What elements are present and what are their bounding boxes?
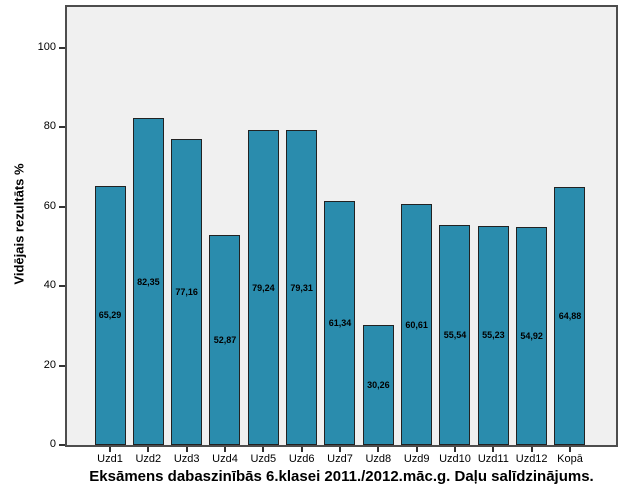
bar: 77,16 xyxy=(171,138,203,445)
y-tick-mark xyxy=(59,205,65,208)
x-tick-mark xyxy=(300,447,303,452)
y-tick-mark xyxy=(59,444,65,446)
bar-value-label: 55,23 xyxy=(482,330,505,341)
y-tick-label: 100 xyxy=(37,41,56,53)
x-tick-label: Uzd1 xyxy=(97,453,123,465)
x-tick-mark xyxy=(415,447,418,452)
bar: 52,87 xyxy=(209,235,241,445)
y-tick-label: 80 xyxy=(43,120,56,133)
bar-value-label: 65,29 xyxy=(98,310,122,321)
x-tick-mark xyxy=(568,447,571,452)
bar: 65,29 xyxy=(94,185,126,445)
x-tick-mark xyxy=(530,447,533,452)
bar: 30,26 xyxy=(362,324,394,445)
chart-title: Eksāmens dabaszinībās 6.klasei 2011./201… xyxy=(89,468,594,485)
x-tick-mark xyxy=(262,447,265,452)
y-tick-label: 40 xyxy=(43,279,56,292)
x-tick-label: Kopā xyxy=(557,453,583,465)
x-tick-mark xyxy=(338,447,341,452)
bar: 79,31 xyxy=(286,130,318,445)
y-tick-mark xyxy=(59,285,65,288)
bar: 61,34 xyxy=(324,201,356,445)
x-tick-mark xyxy=(453,447,456,452)
y-axis-title: Vidējais rezultāts % xyxy=(11,163,27,285)
x-tick-label: Uzd12 xyxy=(515,453,548,465)
bar-value-label: 77,16 xyxy=(175,286,198,297)
bar-value-label: 64,88 xyxy=(558,311,582,322)
bar: 55,23 xyxy=(477,225,509,445)
x-tick-label: Uzd7 xyxy=(327,453,353,465)
bar-value-label: 52,87 xyxy=(213,335,237,346)
bar-value-label: 54,92 xyxy=(520,330,543,341)
y-tick-label: 60 xyxy=(43,199,56,212)
bar: 60,61 xyxy=(401,204,433,445)
bar: 79,24 xyxy=(247,130,279,445)
x-tick-mark xyxy=(223,447,226,452)
x-tick-mark xyxy=(377,447,380,452)
x-tick-label: Uzd9 xyxy=(403,453,430,465)
x-tick-label: Uzd3 xyxy=(173,453,200,465)
bars-container: 65,29 82,35 77,16 52,87 79,24 79,31 61,34 30,26… xyxy=(67,7,616,445)
bar-value-label: 30,26 xyxy=(367,379,390,390)
y-tick-mark xyxy=(59,126,65,129)
y-tick-mark xyxy=(59,364,65,367)
x-tick-label: Uzd5 xyxy=(250,453,277,465)
y-tick-label: 20 xyxy=(43,358,56,371)
x-tick-label: Uzd6 xyxy=(288,453,315,465)
bar-value-label: 60,61 xyxy=(405,319,428,330)
x-tick-label: Uzd10 xyxy=(439,453,471,465)
x-tick-label: Uzd4 xyxy=(212,453,238,465)
bar-value-label: 55,54 xyxy=(443,329,467,340)
x-tick-mark xyxy=(185,447,188,452)
x-tick-label: Uzd2 xyxy=(135,453,162,465)
x-tick-mark xyxy=(492,447,495,452)
x-tick-label: Uzd8 xyxy=(365,453,392,465)
bar-value-label: 79,31 xyxy=(290,282,313,293)
bar-value-label: 79,24 xyxy=(252,282,275,293)
bar: 55,54 xyxy=(439,224,471,445)
y-tick-label: 0 xyxy=(49,438,56,450)
x-tick-mark xyxy=(109,447,111,452)
plot-area: 65,29 82,35 77,16 52,87 79,24 79,31 61,34 30,26… xyxy=(65,5,618,447)
bar: 54,92 xyxy=(516,226,548,445)
x-tick-mark xyxy=(147,447,150,452)
bar-value-label: 82,35 xyxy=(137,276,160,287)
bar-value-label: 61,34 xyxy=(328,318,352,329)
bar: 82,35 xyxy=(132,118,164,445)
x-tick-label: Uzd11 xyxy=(477,453,509,465)
bar: 64,88 xyxy=(554,187,586,445)
y-tick-mark xyxy=(59,47,65,49)
